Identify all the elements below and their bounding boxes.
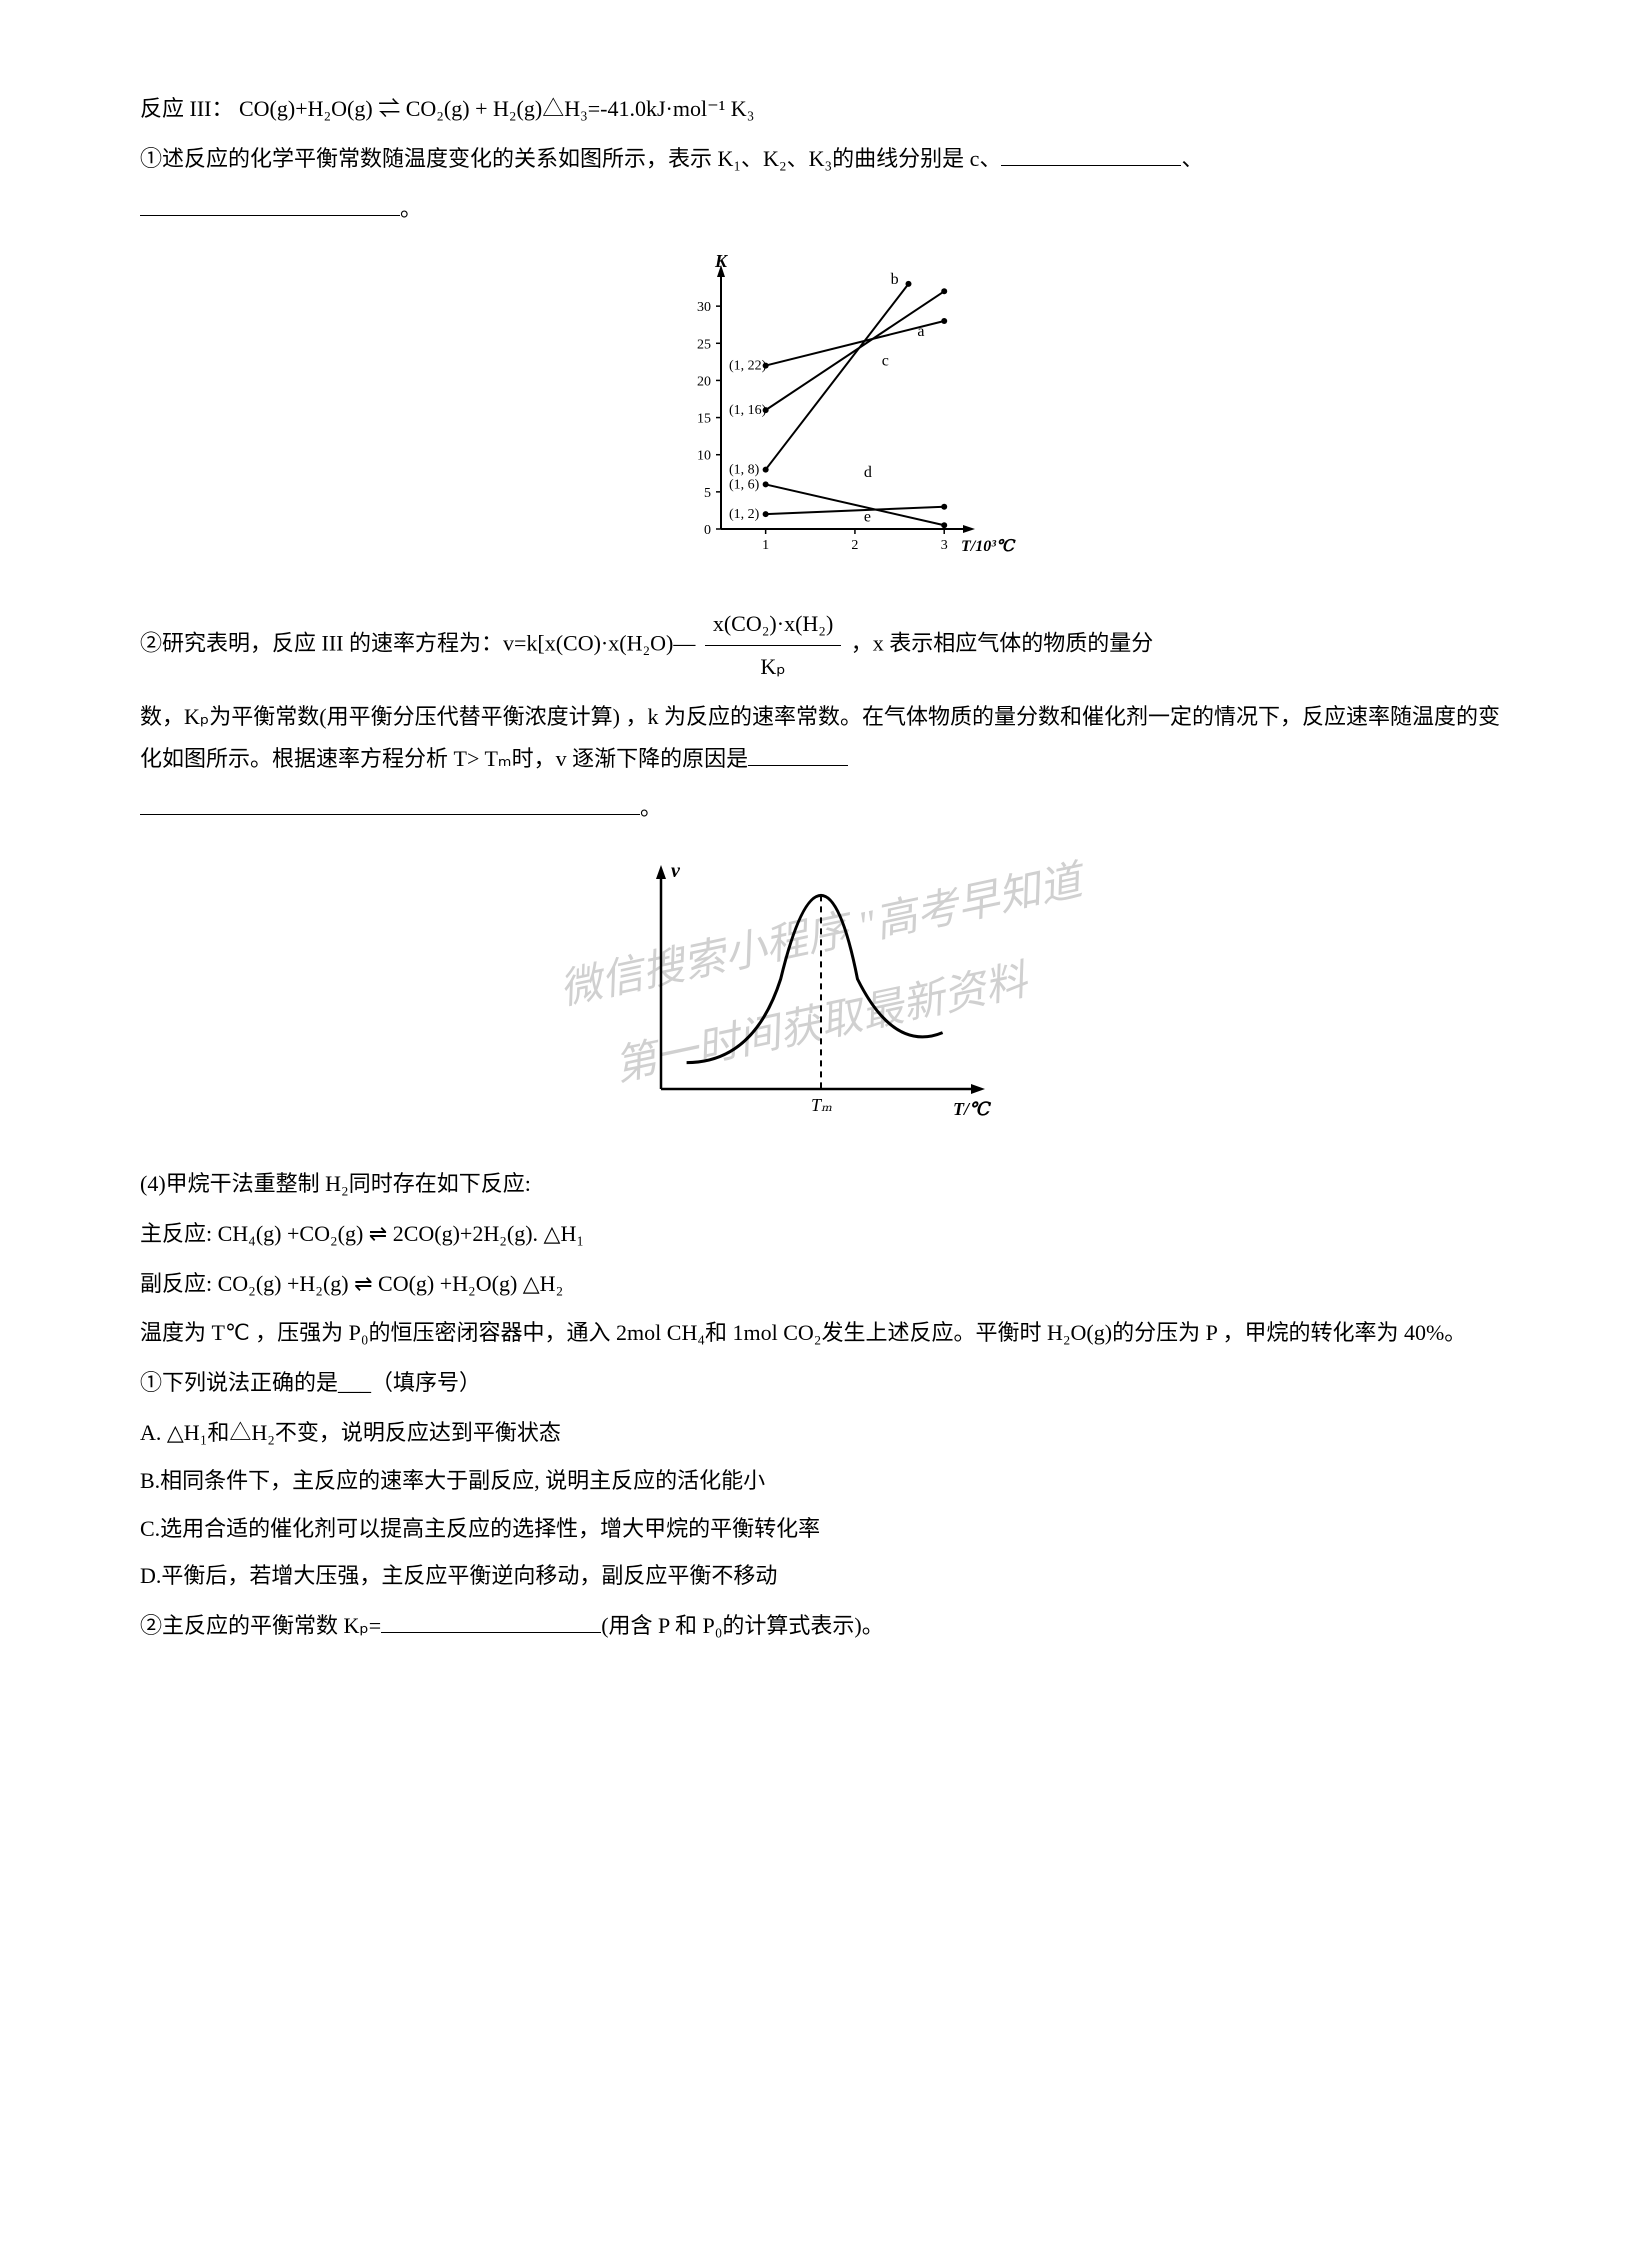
q4-intro: (4)甲烷干法重整制 H₂同时存在如下反应: <box>140 1163 1501 1205</box>
q2-post1: ，x 表示相应气体的物质的量分 <box>851 631 1154 656</box>
option-a-text: A. △H₁和△H₂不变，说明反应达到平衡状态 <box>140 1420 561 1445</box>
svg-text:K: K <box>714 251 729 271</box>
question-1: ①述反应的化学平衡常数随温度变化的关系如图所示，表示 K₁、K₂、K₃的曲线分别… <box>140 138 1501 180</box>
chart-2-container: 微信搜索小程序 "高考早知道 第一时间获取最新资料 vT/℃Tₘ <box>140 849 1501 1143</box>
svg-text:b: b <box>890 271 898 288</box>
svg-text:(1, 22): (1, 22) <box>729 359 767 374</box>
svg-text:3: 3 <box>940 538 947 553</box>
svg-text:2: 2 <box>851 538 858 553</box>
svg-text:1: 1 <box>762 538 769 553</box>
q4-sub2-post: (用含 P 和 P₀的计算式表示)。 <box>601 1613 883 1638</box>
q4-main-reaction: 主反应: CH₄(g) +CO₂(g) ⇌ 2CO(g)+2H₂(g). △H₁ <box>140 1213 1501 1255</box>
q2-blank-2 <box>140 792 640 815</box>
q4-side-text: 副反应: CO₂(g) +H₂(g) ⇌ CO(g) +H₂O(g) △H₂ <box>140 1271 563 1296</box>
svg-text:Tₘ: Tₘ <box>811 1095 832 1115</box>
chart-2: v T/℃ Tₘ <box>601 849 1041 1129</box>
q2-blank-1 <box>748 743 848 766</box>
svg-text:5: 5 <box>704 486 711 501</box>
q1-sep: 、 <box>1181 146 1203 171</box>
question-2-line2: 数，Kₚ为平衡常数(用平衡分压代替平衡浓度计算) ，k 为反应的速率常数。在气体… <box>140 696 1501 780</box>
option-c: C.选用合适的催化剂可以提高主反应的选择性，增大甲烷的平衡转化率 <box>140 1508 1501 1550</box>
option-d: D.平衡后，若增大压强，主反应平衡逆向移动，副反应平衡不移动 <box>140 1555 1501 1597</box>
svg-text:(1, 6): (1, 6) <box>729 478 760 493</box>
q4-sub1-text: ①下列说法正确的是___（填序号） <box>140 1370 481 1395</box>
q1-text: ①述反应的化学平衡常数随温度变化的关系如图所示，表示 K₁、K₂、K₃的曲线分别… <box>140 146 1001 171</box>
svg-text:(1, 8): (1, 8) <box>729 463 760 478</box>
q2-pre: ②研究表明，反应 III 的速率方程为：v=k[x(CO)·x(H₂O)― <box>140 631 695 656</box>
question-1-line2: 。 <box>140 188 1501 230</box>
svg-text:0: 0 <box>704 523 711 538</box>
svg-text:15: 15 <box>697 412 711 427</box>
option-d-text: D.平衡后，若增大压强，主反应平衡逆向移动，副反应平衡不移动 <box>140 1563 777 1588</box>
svg-text:20: 20 <box>697 375 711 390</box>
q2-frac-den: Kₚ <box>705 646 841 688</box>
question-2-line3: 。 <box>140 787 1501 829</box>
svg-text:v: v <box>671 860 681 882</box>
q4-intro-text: (4)甲烷干法重整制 H₂同时存在如下反应: <box>140 1171 531 1196</box>
reaction-3: 反应 III： CO(g)+H₂O(g) ⇌ CO₂(g) + H₂(g)△H₃… <box>140 88 1501 130</box>
svg-text:T/℃: T/℃ <box>953 1099 992 1119</box>
q4-side-reaction: 副反应: CO₂(g) +H₂(g) ⇌ CO(g) +H₂O(g) △H₂ <box>140 1263 1501 1305</box>
svg-text:e: e <box>863 509 870 526</box>
q2-frac-num: x(CO₂)·x(H₂) <box>705 603 841 646</box>
svg-text:(1, 16): (1, 16) <box>729 404 767 419</box>
svg-text:(1, 2): (1, 2) <box>729 508 760 523</box>
svg-text:T/10³℃: T/10³℃ <box>961 538 1016 555</box>
svg-text:30: 30 <box>697 301 711 316</box>
q2-fraction: x(CO₂)·x(H₂) Kₚ <box>705 603 841 688</box>
svg-text:a: a <box>917 323 924 340</box>
chart-1: 0 5 10 15 20 25 30 1 2 3 K T/10³℃ a b c d e (1, 22) (1, 16… <box>611 249 1031 569</box>
option-a: A. △H₁和△H₂不变，说明反应达到平衡状态 <box>140 1412 1501 1454</box>
q1-blank-2 <box>140 193 400 216</box>
q2-period: 。 <box>640 795 662 820</box>
chart-1-container: 0 5 10 15 20 25 30 1 2 3 K T/10³℃ a b c d e (1, 22) (1, 16… <box>140 249 1501 583</box>
q4-sub2-pre: ②主反应的平衡常数 Kₚ= <box>140 1613 381 1638</box>
option-b: B.相同条件下，主反应的速率大于副反应, 说明主反应的活化能小 <box>140 1460 1501 1502</box>
svg-text:c: c <box>881 353 888 370</box>
svg-text:25: 25 <box>697 338 711 353</box>
q4-main-text: 主反应: CH₄(g) +CO₂(g) ⇌ 2CO(g)+2H₂(g). △H₁ <box>140 1221 584 1246</box>
svg-text:d: d <box>863 464 871 481</box>
q4-sub2: ②主反应的平衡常数 Kₚ= (用含 P 和 P₀的计算式表示)。 <box>140 1605 1501 1647</box>
reaction-3-text: 反应 III： CO(g)+H₂O(g) ⇌ CO₂(g) + H₂(g)△H₃… <box>140 96 754 121</box>
q1-blank-1 <box>1001 143 1181 166</box>
q4-cond-text: 温度为 T℃ ，压强为 P₀的恒压密闭容器中，通入 2mol CH₄和 1mol… <box>140 1320 1466 1345</box>
question-2: ②研究表明，反应 III 的速率方程为：v=k[x(CO)·x(H₂O)― x(… <box>140 603 1501 688</box>
q1-period: 。 <box>400 196 422 221</box>
option-c-text: C.选用合适的催化剂可以提高主反应的选择性，增大甲烷的平衡转化率 <box>140 1516 820 1541</box>
q4-sub1: ①下列说法正确的是___（填序号） <box>140 1362 1501 1404</box>
option-b-text: B.相同条件下，主反应的速率大于副反应, 说明主反应的活化能小 <box>140 1468 765 1493</box>
q4-conditions: 温度为 T℃ ，压强为 P₀的恒压密闭容器中，通入 2mol CH₄和 1mol… <box>140 1312 1501 1354</box>
svg-text:10: 10 <box>697 449 711 464</box>
q4-blank <box>381 1610 601 1633</box>
